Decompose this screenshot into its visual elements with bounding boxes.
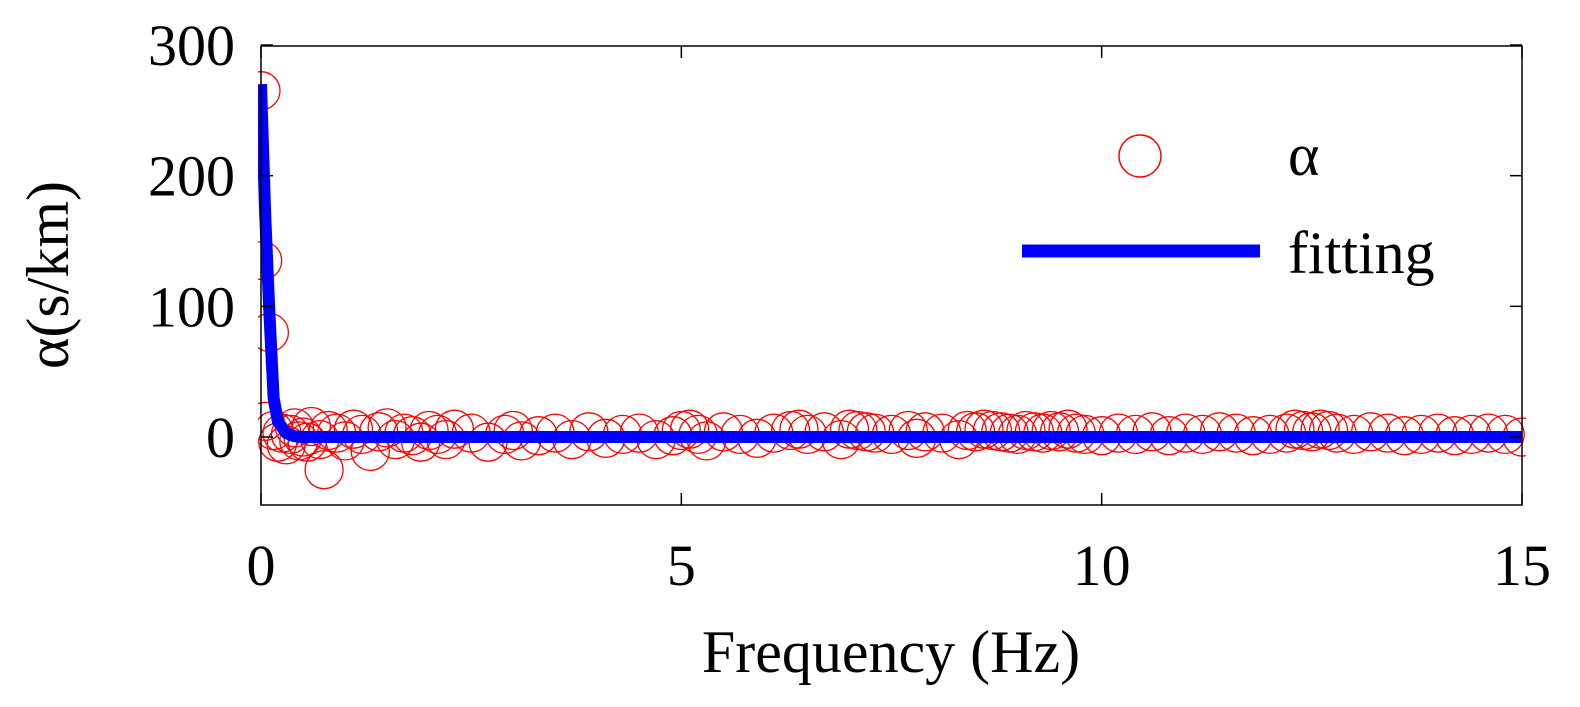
y-tick-label: 200 (148, 144, 235, 209)
alpha-point (367, 408, 407, 448)
alpha-point (779, 409, 819, 449)
x-tick-label: 15 (1493, 533, 1551, 598)
legend: α fitting (1022, 122, 1435, 286)
alpha-point (304, 450, 344, 490)
x-axis-title: Frequency (Hz) (702, 619, 1080, 685)
legend-fitting-label: fitting (1288, 220, 1435, 286)
alpha-point (291, 406, 332, 447)
y-tick-label: 0 (206, 405, 235, 470)
y-tick-label: 100 (148, 274, 235, 339)
legend-alpha-marker (1118, 134, 1162, 178)
x-tick-label: 10 (1073, 533, 1131, 598)
ticks-layer: 0 5 10 15 0 100 200 300 (148, 13, 1551, 598)
alpha-point (1048, 409, 1088, 449)
plot-frame (260, 45, 1523, 506)
legend-alpha-label: α (1288, 122, 1319, 188)
alpha-point (333, 409, 374, 449)
fitting-line (258, 84, 1522, 443)
x-tick-label: 0 (247, 533, 276, 598)
alpha-point (888, 410, 928, 451)
alpha-point (493, 410, 533, 451)
x-tick-label: 5 (667, 533, 696, 598)
y-axis-title: α(s/km) (15, 181, 81, 369)
y-tick-label: 300 (148, 13, 235, 78)
